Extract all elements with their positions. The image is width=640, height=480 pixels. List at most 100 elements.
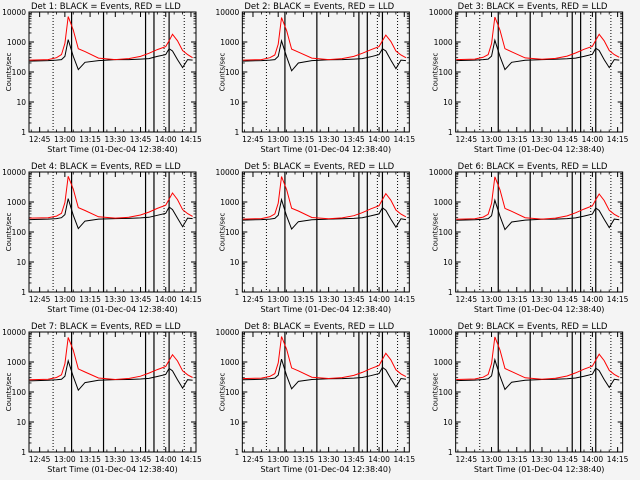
- x-tick-label: 14:15: [393, 455, 415, 464]
- x-tick-label: 13:00: [481, 135, 503, 144]
- series-line-events: [242, 358, 406, 390]
- x-tick-label: 13:30: [318, 295, 340, 304]
- y-tick-label: 10000: [2, 168, 26, 177]
- y-tick-label: 1000: [7, 38, 26, 47]
- y-tick-label: 100: [438, 228, 453, 237]
- x-tick-label: 14:15: [393, 295, 415, 304]
- x-tick-label: 13:30: [318, 135, 340, 144]
- chart-title: Det 1: BLACK = Events, RED = LLD: [31, 2, 181, 12]
- x-tick-label: 14:00: [368, 135, 390, 144]
- x-tick-label: 13:15: [506, 135, 528, 144]
- panel-det-4: 1 10 100 1000 10000 12:45 13:00 13:15 13:30 13:45…: [2, 162, 202, 314]
- y-tick-label: 10000: [215, 328, 239, 337]
- x-tick-label: 13:30: [104, 295, 126, 304]
- x-tick-label: 13:15: [506, 295, 528, 304]
- y-tick-label: 10: [443, 418, 453, 427]
- y-tick-label: 1000: [220, 38, 239, 47]
- x-tick-label: 12:45: [242, 455, 264, 464]
- x-tick-label: 14:00: [582, 135, 604, 144]
- x-tick-label: 12:45: [455, 295, 477, 304]
- y-axis-label: Counts/sec: [5, 53, 13, 92]
- y-tick-label: 1: [448, 128, 453, 137]
- series-line-lld: [29, 16, 193, 61]
- y-tick-label: 10000: [2, 8, 26, 17]
- chart-title: Det 4: BLACK = Events, RED = LLD: [31, 162, 181, 172]
- x-tick-label: 13:45: [343, 455, 365, 464]
- plot-frame: [28, 11, 197, 133]
- y-tick-label: 1: [235, 128, 240, 137]
- y-tick-label: 1: [448, 288, 453, 297]
- x-tick-label: 14:15: [607, 295, 629, 304]
- y-axis-label: Counts/sec: [5, 373, 13, 412]
- x-axis-label: Start Time (01-Dec-04 12:38:40): [261, 465, 392, 474]
- x-axis-label: Start Time (01-Dec-04 12:38:40): [261, 305, 392, 314]
- y-axis-label: Counts/sec: [218, 373, 226, 412]
- x-tick-label: 13:00: [481, 455, 503, 464]
- series-line-lld: [456, 336, 620, 380]
- x-tick-label: 13:00: [481, 295, 503, 304]
- y-tick-label: 1: [235, 448, 240, 457]
- panel-det-1: 1 10 100 1000 10000 12:45 13:00 13:15 13:30 13:45…: [2, 2, 202, 154]
- x-axis-label: Start Time (01-Dec-04 12:38:40): [47, 145, 178, 154]
- panel-det-6: 1 10 100 1000 10000 12:45 13:00 13:15 13:30 13:45…: [429, 162, 629, 314]
- y-tick-label: 10: [230, 418, 240, 427]
- x-tick-label: 14:15: [607, 455, 629, 464]
- y-tick-label: 1: [21, 128, 26, 137]
- series-line-events: [29, 358, 193, 392]
- x-tick-label: 14:00: [155, 135, 177, 144]
- x-axis-label: Start Time (01-Dec-04 12:38:40): [474, 305, 605, 314]
- y-tick-label: 1: [21, 288, 26, 297]
- x-axis-label: Start Time (01-Dec-04 12:38:40): [47, 305, 178, 314]
- x-tick-label: 13:30: [318, 455, 340, 464]
- y-tick-label: 10000: [215, 8, 239, 17]
- x-tick-label: 13:00: [267, 455, 289, 464]
- y-axis-label: Counts/sec: [218, 53, 226, 92]
- y-tick-label: 1000: [220, 358, 239, 367]
- x-tick-label: 13:45: [130, 295, 152, 304]
- y-tick-label: 100: [438, 388, 453, 397]
- x-axis-label: Start Time (01-Dec-04 12:38:40): [47, 465, 178, 474]
- x-tick-label: 14:00: [368, 295, 390, 304]
- x-tick-label: 14:00: [582, 455, 604, 464]
- chart-title: Det 7: BLACK = Events, RED = LLD: [31, 322, 181, 332]
- y-tick-label: 10: [16, 418, 26, 427]
- series-line-lld: [456, 16, 620, 61]
- x-tick-label: 13:30: [531, 295, 553, 304]
- panel-det-5: 1 10 100 1000 10000 12:45 13:00 13:15 13:30 13:45…: [215, 162, 415, 314]
- y-tick-label: 10000: [2, 328, 26, 337]
- y-tick-label: 1: [448, 448, 453, 457]
- series-line-lld: [242, 17, 407, 61]
- y-tick-label: 10: [230, 258, 240, 267]
- series-line-events: [456, 198, 620, 231]
- series-line-lld: [242, 176, 407, 220]
- plot-frame: [241, 171, 410, 293]
- x-tick-label: 13:15: [79, 455, 101, 464]
- x-tick-label: 13:45: [343, 295, 365, 304]
- series-line-lld: [456, 176, 620, 220]
- y-axis-label: Counts/sec: [218, 213, 226, 252]
- x-axis-label: Start Time (01-Dec-04 12:38:40): [474, 465, 605, 474]
- y-tick-label: 100: [225, 228, 240, 237]
- x-tick-label: 13:30: [531, 455, 553, 464]
- plot-frame: [455, 11, 624, 133]
- y-tick-label: 100: [438, 68, 453, 77]
- x-tick-label: 14:00: [582, 295, 604, 304]
- series-line-events: [456, 357, 620, 391]
- panel-det-2: 1 10 100 1000 10000 12:45 13:00 13:15 13:30 13:45…: [215, 2, 415, 154]
- y-axis-label: Counts/sec: [432, 53, 440, 92]
- y-tick-label: 10000: [215, 168, 239, 177]
- panel-det-9: 1 10 100 1000 10000 12:45 13:00 13:15 13:30 13:45…: [429, 322, 629, 474]
- x-tick-label: 12:45: [242, 135, 264, 144]
- x-tick-label: 13:30: [531, 135, 553, 144]
- chart-title: Det 5: BLACK = Events, RED = LLD: [244, 162, 394, 172]
- y-tick-label: 1000: [434, 198, 453, 207]
- y-tick-label: 1000: [220, 198, 239, 207]
- y-axis-label: Counts/sec: [432, 213, 440, 252]
- x-tick-label: 13:00: [54, 455, 76, 464]
- x-tick-label: 13:45: [556, 135, 578, 144]
- y-tick-label: 10: [16, 98, 26, 107]
- panel-det-8: 1 10 100 1000 10000 12:45 13:00 13:15 13:30 13:45…: [215, 322, 415, 474]
- x-tick-label: 14:15: [180, 135, 202, 144]
- x-tick-label: 14:15: [180, 295, 202, 304]
